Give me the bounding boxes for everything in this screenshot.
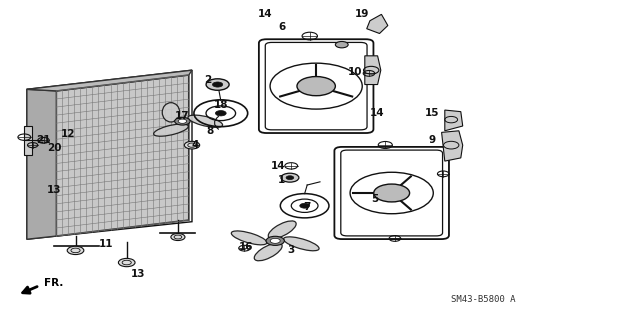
Text: 2: 2 — [204, 75, 212, 85]
Text: 12: 12 — [61, 129, 76, 139]
Text: 11: 11 — [99, 239, 113, 249]
Text: 1: 1 — [278, 175, 285, 185]
Text: 13: 13 — [131, 269, 145, 279]
Text: 14: 14 — [259, 9, 273, 19]
Text: SM43-B5800 A: SM43-B5800 A — [451, 295, 515, 304]
Polygon shape — [56, 75, 189, 236]
Ellipse shape — [188, 115, 223, 127]
Text: 4: 4 — [191, 140, 199, 150]
Circle shape — [184, 141, 200, 149]
Text: 7: 7 — [303, 202, 311, 212]
Text: FR.: FR. — [44, 278, 63, 288]
Circle shape — [300, 203, 310, 208]
Ellipse shape — [268, 221, 296, 239]
Circle shape — [374, 184, 410, 202]
Circle shape — [178, 119, 187, 123]
Text: 8: 8 — [206, 126, 214, 136]
Text: 14: 14 — [371, 108, 385, 118]
Polygon shape — [445, 110, 463, 131]
Circle shape — [206, 79, 229, 90]
Circle shape — [270, 238, 280, 243]
Polygon shape — [365, 56, 381, 85]
Ellipse shape — [254, 243, 282, 261]
Text: 13: 13 — [47, 185, 61, 195]
Text: 21: 21 — [36, 135, 51, 145]
Text: 10: 10 — [348, 67, 362, 77]
Polygon shape — [24, 126, 32, 155]
Circle shape — [118, 258, 135, 267]
Text: 3: 3 — [287, 245, 295, 256]
Text: 20: 20 — [47, 143, 61, 153]
Polygon shape — [27, 89, 56, 239]
Polygon shape — [367, 14, 388, 33]
Text: 14: 14 — [271, 161, 285, 171]
Circle shape — [281, 173, 299, 182]
Ellipse shape — [154, 124, 188, 136]
Circle shape — [335, 41, 348, 48]
Text: 5: 5 — [371, 194, 378, 204]
Ellipse shape — [284, 237, 319, 251]
Text: 19: 19 — [355, 9, 369, 19]
Text: 17: 17 — [175, 111, 189, 122]
Circle shape — [216, 111, 226, 116]
Ellipse shape — [163, 103, 180, 122]
Circle shape — [266, 236, 284, 245]
Polygon shape — [442, 131, 463, 161]
Text: 9: 9 — [428, 135, 436, 145]
Circle shape — [212, 82, 223, 87]
Text: 16: 16 — [239, 242, 253, 252]
Text: 18: 18 — [214, 100, 228, 110]
Polygon shape — [27, 70, 192, 91]
Text: 6: 6 — [278, 22, 285, 32]
Text: 15: 15 — [425, 108, 439, 118]
Circle shape — [297, 77, 335, 96]
Circle shape — [67, 246, 84, 255]
Circle shape — [286, 176, 294, 180]
Ellipse shape — [231, 231, 267, 245]
Circle shape — [171, 234, 185, 241]
Circle shape — [175, 117, 190, 125]
